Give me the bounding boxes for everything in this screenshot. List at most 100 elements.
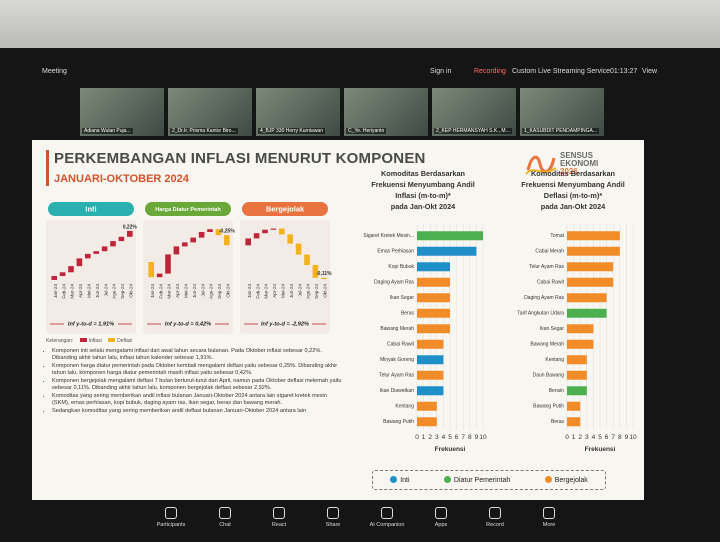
toolbar-button[interactable]: Record: [475, 503, 515, 542]
logo-line: SENSUS: [560, 151, 593, 160]
waterfall-bar: [110, 241, 116, 247]
x-tick-label: 5: [598, 434, 602, 441]
bar: [567, 355, 587, 365]
toolbar-button[interactable]: Share: [313, 503, 353, 542]
month-label: Mar-24: [70, 284, 75, 299]
last-value-label: 0,22%: [123, 224, 138, 230]
toolbar-icon: [381, 507, 393, 519]
bar: [417, 277, 450, 287]
month-label: Okt-24: [323, 284, 328, 298]
month-label: Jan-24: [53, 284, 58, 298]
month-label: Jan-24: [247, 284, 252, 298]
category-label: Beras: [401, 311, 415, 317]
bar: [567, 231, 620, 241]
recording[interactable]: Recording: [474, 68, 506, 75]
category-label: Kopi Bubuk: [388, 264, 414, 270]
month-label: Jan-24: [150, 284, 155, 298]
month-label: Apr-24: [78, 284, 83, 298]
toolbar-icon: [489, 507, 501, 519]
toolbar-label: Record: [486, 522, 504, 528]
legend-entry: Inti: [390, 476, 410, 484]
bar: [567, 324, 594, 334]
month-label: Feb-24: [61, 284, 66, 299]
category-label: Ikan Segar: [540, 326, 565, 332]
month-label: Sep-24: [314, 284, 319, 299]
participant-tile: Adiana Wulan Puja...: [80, 88, 164, 136]
x-tick-label: 10: [479, 434, 487, 441]
chart-title: Frekuensi Menyumbang Andil: [371, 180, 475, 189]
toolbar-icon: [273, 507, 285, 519]
chart-title: Komoditas Berdasarkan: [531, 169, 615, 178]
legend-swatch: [390, 476, 398, 483]
category-label: Ikan Segar: [390, 295, 415, 301]
x-tick-label: 3: [435, 434, 439, 441]
participant-tile: 2_KEP HERMANSYAH S.K., M...: [432, 88, 516, 136]
zoom-toolbar: Participants Chat React Share AI Companion Ap…: [0, 503, 720, 542]
toolbar-button[interactable]: React: [259, 503, 299, 542]
category-label: Bawang Merah: [380, 326, 414, 332]
month-label: Apr-24: [272, 284, 277, 298]
waterfall-bar: [215, 229, 222, 236]
legend-swatch: [108, 338, 116, 342]
bar: [567, 339, 594, 349]
toolbar-icon: [435, 507, 447, 519]
x-tick-label: 7: [461, 434, 465, 441]
logo-line: EKONOMI: [560, 159, 599, 168]
legend-label: Diatur Pemerintah: [453, 477, 511, 484]
toolbar-button[interactable]: Participants: [151, 503, 191, 542]
legend-entry: Diatur Pemerintah: [443, 476, 511, 484]
chart-title: Deflasi (m-to-m)*: [544, 191, 603, 200]
view-button[interactable]: View: [642, 68, 658, 75]
toolbar-label: More: [542, 522, 556, 528]
month-label: Mei-24: [87, 284, 92, 298]
x-tick-label: 0: [415, 434, 419, 441]
bar: [417, 339, 444, 349]
logo-line: 2026: [560, 167, 578, 176]
x-tick-label: 3: [585, 434, 589, 441]
zoom-top-bar: Meeting Sign in Recording Custom Live St…: [0, 62, 720, 82]
category-label: Cabai Merah: [535, 249, 564, 255]
sign-in[interactable]: Sign in: [430, 68, 452, 75]
streaming[interactable]: Custom Live Streaming Service: [512, 68, 611, 75]
waterfall-bar: [207, 229, 213, 232]
legend-label: Inti: [400, 477, 410, 484]
x-tick-label: 2: [578, 434, 582, 441]
ytd-label: Inf y-to-d = 0,42%: [165, 321, 211, 327]
ytd-label: Inf y-to-d = 1,91%: [68, 321, 114, 327]
month-label: Feb-24: [255, 284, 260, 299]
toolbar-button[interactable]: Apps: [421, 503, 461, 542]
waterfall-bar: [59, 272, 66, 276]
waterfall-bar: [245, 238, 251, 246]
bar: [417, 355, 444, 365]
month-label: Mar-24: [167, 284, 172, 299]
toolbar-button[interactable]: Chat: [205, 503, 245, 542]
waterfall-bar: [224, 235, 230, 246]
waterfall-bar: [279, 228, 285, 235]
waterfall-bar: [148, 262, 154, 278]
toolbar-label: Chat: [219, 522, 231, 528]
bar: [567, 370, 587, 380]
month-label: Jul-24: [103, 284, 108, 297]
x-tick-label: 7: [611, 434, 615, 441]
participant-tile: 2_Dr.Ir. Prisma Kantor Biro...: [168, 88, 252, 136]
panel-header: [145, 202, 231, 216]
x-tick-label: 8: [468, 434, 472, 441]
participant-tile: 4_BJP 330 Herry Kurniawan: [256, 88, 340, 136]
ytd-label: Inf y-to-d = -2,92%: [261, 321, 309, 327]
toolbar-label: Participants: [156, 522, 186, 528]
bar: [417, 293, 450, 303]
toolbar-button[interactable]: More: [529, 503, 569, 542]
bullet-list: Komponen inti selalu mengalami inflasi d…: [42, 348, 342, 416]
month-label: Agu-24: [306, 284, 311, 299]
category-label: Daging Ayam Ras: [524, 295, 564, 301]
toolbar-icon: [165, 507, 177, 519]
category-label: Kentang: [395, 404, 414, 410]
category-label: Bensin: [549, 388, 565, 394]
toolbar-button[interactable]: AI Companion: [367, 503, 407, 542]
category-label: Cabai Rawit: [537, 280, 565, 286]
bar: [567, 293, 607, 303]
meeting-label: Meeting: [42, 68, 67, 75]
legend-swatch: [443, 476, 451, 483]
waterfall-bar: [51, 276, 57, 280]
x-tick-label: 6: [605, 434, 609, 441]
